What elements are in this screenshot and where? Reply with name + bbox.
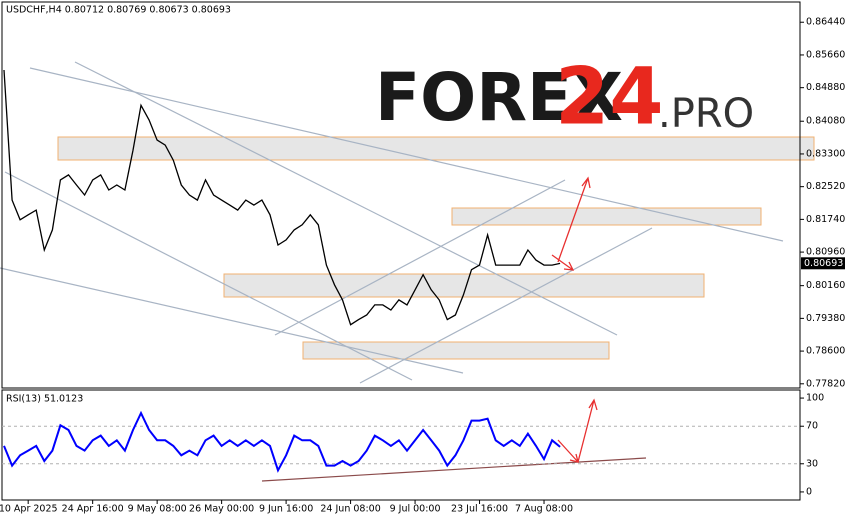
- y-tick-label: 0.82520: [806, 181, 845, 192]
- rsi-frame: [1, 389, 801, 501]
- x-tick-label: 9 Jun 16:00: [259, 504, 313, 515]
- zone: [223, 273, 705, 298]
- x-tick-label: 9 May 08:00: [128, 504, 187, 515]
- watermark: FOREX 24 .PRO: [375, 52, 754, 142]
- x-tick-label: 7 Aug 08:00: [515, 504, 573, 515]
- trendline: [0, 267, 464, 374]
- y-tick-label: 0: [806, 486, 812, 497]
- y-tick-label: 0.83300: [806, 148, 845, 159]
- arrow: [557, 176, 591, 263]
- frames: [1, 1, 801, 501]
- x-tick-label: 9 Jul 00:00: [390, 504, 441, 515]
- zones: [57, 136, 815, 360]
- y-tick-label: 0.81740: [806, 214, 845, 225]
- logo-pro: .PRO: [658, 91, 754, 137]
- zone: [57, 136, 815, 161]
- trendline: [274, 179, 566, 336]
- y-tick-label: 30: [806, 458, 818, 469]
- logo-forex: FOREX: [375, 59, 623, 136]
- trendline: [4, 171, 413, 381]
- rsi-line: [3, 410, 561, 473]
- x-tick-label: 23 Jul 16:00: [451, 504, 508, 515]
- arrow: [557, 439, 579, 463]
- price-tag: [801, 257, 845, 270]
- x-tick-label: 24 Apr 16:00: [62, 504, 124, 515]
- zone: [302, 341, 610, 360]
- y-tick-label: 0.77820: [806, 378, 845, 389]
- arrow: [577, 398, 598, 463]
- y-tick-label: 0.80960: [806, 247, 845, 258]
- trendline: [74, 61, 618, 336]
- x-tick-label: 24 Jun 08:00: [320, 504, 380, 515]
- x-tick-label: 10 Apr 2025: [0, 504, 58, 515]
- logo-24: 24: [555, 52, 664, 142]
- x-tick-label: 26 May 00:00: [189, 504, 254, 515]
- y-tick-label: 0.80160: [806, 280, 845, 291]
- price-title: USDCHF,H4 0.80712 0.80769 0.80673 0.8069…: [6, 5, 231, 16]
- trendline: [359, 227, 653, 384]
- arrow: [551, 254, 575, 271]
- y-tick-label: 0.79380: [806, 313, 845, 324]
- y-tick-label: 70: [806, 421, 818, 432]
- rsi-title: RSI(13) 51.0123: [6, 394, 83, 405]
- y-tick-label: 0.86440: [806, 17, 845, 28]
- price-frame: [1, 1, 801, 389]
- price-line: [3, 69, 561, 326]
- price-tag-label: 0.80693: [804, 258, 843, 269]
- y-tick-label: 0.85660: [806, 49, 845, 60]
- y-tick-label: 0.78600: [806, 346, 845, 357]
- rsi-trendline: [261, 457, 647, 482]
- y-tick-label: 100: [806, 393, 824, 404]
- zone: [451, 207, 762, 226]
- trendline: [29, 67, 784, 242]
- arrows: [551, 176, 598, 463]
- y-tick-label: 0.84880: [806, 82, 845, 93]
- y-tick-label: 0.84080: [806, 116, 845, 127]
- trendlines: [0, 61, 784, 482]
